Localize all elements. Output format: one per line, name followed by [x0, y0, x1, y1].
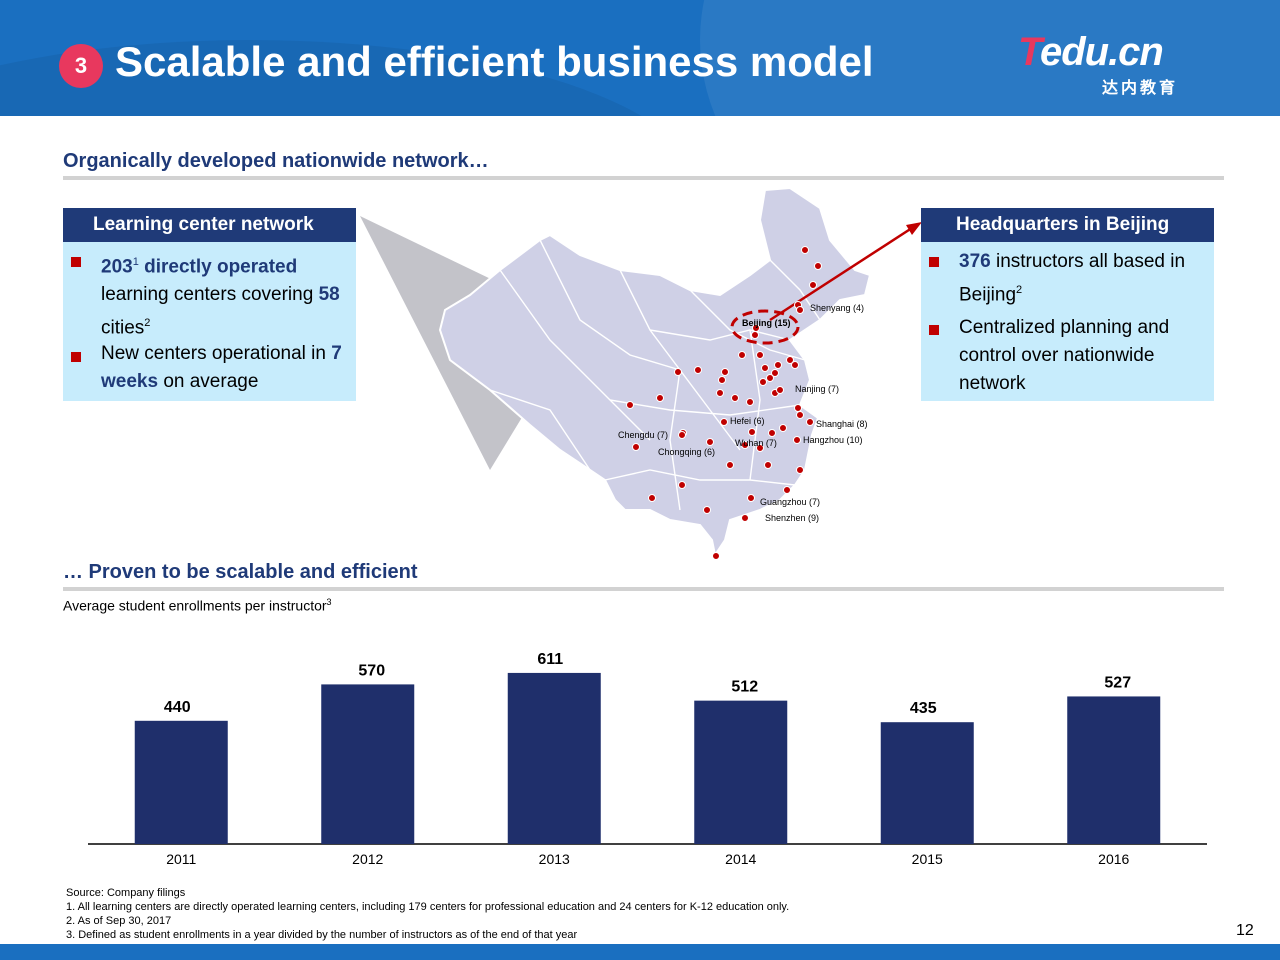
data-label-2012: 570 [358, 662, 385, 679]
bullet-text: Centralized planning and control over na… [959, 317, 1170, 394]
page-number: 12 [1236, 922, 1254, 939]
city-chengdu: Chengdu (7) [618, 430, 686, 440]
data-label-2015: 435 [910, 700, 937, 717]
svg-text:Nanjing (7): Nanjing (7) [795, 384, 839, 394]
city-chongqing: Chongqing (6) [632, 443, 715, 457]
bullet-marker [929, 325, 939, 335]
center-markers [626, 246, 822, 560]
bar-2016 [1067, 696, 1161, 844]
city-wuhan: Wuhan (7) [735, 438, 777, 449]
bar-2013 [507, 672, 601, 844]
learning-center-panel: Learning center network 2031 directly op… [63, 208, 356, 401]
city-guangzhou: Guangzhou (7) [747, 494, 820, 507]
city-markers: Beijing (15) Shenyang (4) Nanjing (7) He… [618, 303, 868, 523]
bar-2012 [321, 684, 415, 844]
hq-arrow-head [906, 222, 922, 235]
bullet-text: 376 instructors all based in Beijing2 [959, 251, 1186, 306]
footnote-source: Source: Company filings [66, 887, 186, 899]
bullet-marker [929, 257, 939, 267]
footnote-1: 1. All learning centers are directly ope… [66, 901, 790, 913]
svg-text:Shenyang (4): Shenyang (4) [810, 303, 864, 313]
x-tick-label-2012: 2012 [352, 851, 383, 867]
bar-2014 [694, 700, 788, 844]
section-divider [63, 176, 1224, 180]
bar-2015 [880, 722, 974, 844]
city-beijing: Beijing (15) [742, 318, 791, 332]
svg-text:Hangzhou (10): Hangzhou (10) [803, 435, 863, 445]
logo-chinese-text: 达内教育 [1102, 80, 1179, 97]
svg-text:Shenzhen (9): Shenzhen (9) [765, 513, 819, 523]
svg-text:Beijing (15): Beijing (15) [742, 318, 791, 328]
section-number-badge: 3 [59, 44, 103, 88]
svg-text:Chengdu (7): Chengdu (7) [618, 430, 668, 440]
city-shanghai: Shanghai (8) [806, 418, 868, 429]
x-tick-label-2016: 2016 [1098, 851, 1129, 867]
beijing-highlight [730, 309, 800, 345]
network-section-heading: Organically developed nationwide network… [63, 150, 489, 172]
china-map: Beijing (15) Shenyang (4) Nanjing (7) He… [360, 186, 922, 560]
footer-bar [0, 944, 1280, 960]
svg-text:Shanghai (8): Shanghai (8) [816, 419, 868, 429]
data-label-2014: 512 [731, 679, 758, 696]
city-nanjing: Nanjing (7) [776, 384, 839, 394]
header-banner: 3 Scalable and efficient business model … [0, 0, 1280, 116]
x-tick-label-2014: 2014 [725, 851, 756, 867]
x-tick-label-2015: 2015 [912, 851, 943, 867]
panel-title: Headquarters in Beijing [921, 208, 1214, 242]
svg-text:Chongqing (6): Chongqing (6) [658, 447, 715, 457]
page-title: Scalable and efficient business model [115, 38, 874, 85]
svg-text:Hefei (6): Hefei (6) [730, 416, 765, 426]
footnote-2: 2. As of Sep 30, 2017 [66, 915, 172, 927]
province-borders [489, 239, 821, 511]
footnote-3: 3. Defined as student enrollments in a y… [66, 929, 578, 941]
logo-wordmark: Tedu.cn [1018, 30, 1164, 74]
panel-title: Learning center network [63, 208, 356, 242]
city-hefei: Hefei (6) [720, 416, 765, 426]
data-label-2016: 527 [1104, 674, 1131, 691]
section-divider [63, 587, 1224, 591]
chart-subtitle: Average student enrollments per instruct… [63, 597, 332, 614]
bullet-text: New centers operational in 7 weeks on av… [101, 343, 342, 392]
city-hangzhou: Hangzhou (10) [793, 435, 863, 445]
x-tick-label-2013: 2013 [539, 851, 570, 867]
tedu-logo: Tedu.cn 达内教育 [1018, 30, 1193, 97]
bullet-marker [71, 352, 81, 362]
city-shenzhen: Shenzhen (9) [741, 513, 819, 523]
bullet-marker [71, 257, 81, 267]
data-label-2011: 440 [164, 699, 191, 716]
header-decoration [700, 0, 1280, 116]
scalable-section-heading: … Proven to be scalable and efficient [63, 561, 418, 583]
svg-text:Guangzhou (7): Guangzhou (7) [760, 497, 820, 507]
bullet-text: 2031 directly operated learning centers … [101, 256, 340, 339]
x-tick-label-2011: 2011 [166, 851, 196, 867]
svg-text:Wuhan (7): Wuhan (7) [735, 438, 777, 448]
bar-2011 [134, 720, 228, 844]
footnotes: Source: Company filings 1. All learning … [66, 886, 789, 942]
city-shenyang: Shenyang (4) [796, 303, 864, 314]
headquarters-panel: Headquarters in Beijing 376 instructors … [921, 208, 1214, 401]
data-label-2013: 611 [537, 651, 563, 668]
map-outline [438, 186, 872, 558]
